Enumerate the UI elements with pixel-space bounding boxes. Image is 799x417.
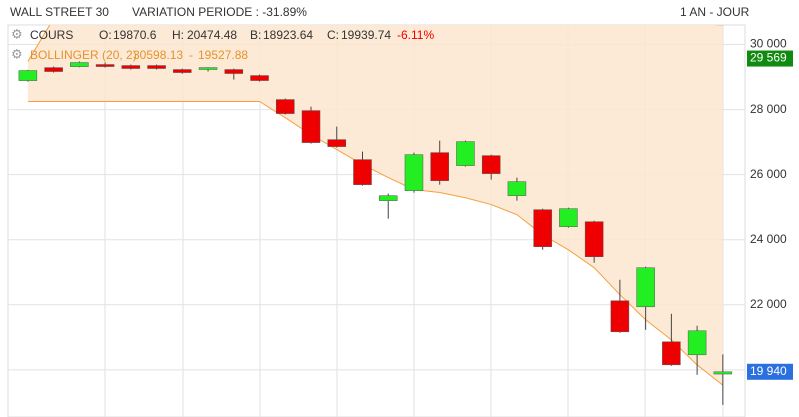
y-tick-label: 28 000 bbox=[750, 102, 787, 116]
candle-body bbox=[18, 70, 38, 81]
band-name: BOLLINGER (20, 2) bbox=[30, 48, 137, 62]
ohlc-value: 20474.48 bbox=[187, 28, 237, 42]
band-lower-line bbox=[27, 100, 724, 386]
candle-body bbox=[70, 62, 89, 67]
price-badge bbox=[747, 363, 793, 380]
price-badge-label: 19 940 bbox=[750, 364, 787, 378]
candle-body bbox=[430, 152, 449, 181]
band-area bbox=[27, 25, 723, 386]
candle-body bbox=[224, 69, 244, 74]
ohlc-value: 19870.6 bbox=[113, 28, 157, 42]
price-badge-label: 29 569 bbox=[750, 51, 787, 65]
candle-body bbox=[44, 67, 63, 72]
candle-body bbox=[636, 267, 655, 308]
subtitle: VARIATION PERIODE : -31.89% bbox=[132, 5, 307, 19]
band-upper: 30598.13 bbox=[133, 48, 183, 62]
band-separator: - bbox=[189, 48, 193, 62]
candle-body bbox=[378, 195, 398, 201]
candle-body bbox=[301, 110, 321, 143]
candle-body bbox=[507, 181, 527, 196]
ohlc-value: 19939.74 bbox=[341, 28, 391, 42]
price-badge bbox=[747, 50, 793, 67]
candles bbox=[18, 61, 733, 405]
legend-name: COURS bbox=[30, 28, 73, 42]
candle-body bbox=[276, 99, 295, 114]
candle-body bbox=[147, 65, 166, 69]
candle-body bbox=[662, 341, 681, 366]
candle-body bbox=[173, 69, 192, 73]
candle-body bbox=[610, 300, 630, 333]
candle-body bbox=[198, 67, 218, 70]
period: 1 AN - JOUR bbox=[680, 5, 750, 19]
gear-icon[interactable]: ⚙ bbox=[11, 46, 23, 61]
candle-body bbox=[533, 209, 552, 247]
candle-body bbox=[250, 75, 269, 81]
ohlc-label: H: bbox=[172, 28, 184, 42]
ohlc-value: 18923.64 bbox=[263, 28, 313, 42]
candle-body bbox=[327, 139, 346, 147]
gear-icon[interactable]: ⚙ bbox=[11, 26, 23, 41]
ohlc-label: C: bbox=[327, 28, 339, 42]
legend: ⚙ COURS O: 19870.6 H: 20474.48 B: 18923.… bbox=[11, 26, 434, 62]
candle-body bbox=[95, 64, 115, 67]
candle-body bbox=[713, 371, 733, 375]
y-tick-label: 22 000 bbox=[750, 297, 787, 311]
y-tick-label: 24 000 bbox=[750, 232, 787, 246]
bollinger-band bbox=[27, 25, 724, 386]
y-tick-label: 26 000 bbox=[750, 167, 787, 181]
chart-title: WALL STREET 30 bbox=[10, 5, 109, 19]
candle-body bbox=[353, 159, 372, 185]
candle-body bbox=[559, 208, 578, 227]
ohlc-label: B: bbox=[250, 28, 261, 42]
band-lower: 19527.88 bbox=[198, 48, 248, 62]
candle-body bbox=[481, 155, 501, 174]
ohlc-label: O: bbox=[99, 28, 112, 42]
y-tick-label: 30 000 bbox=[750, 37, 787, 51]
candle-body bbox=[121, 65, 141, 69]
candle-body bbox=[456, 141, 475, 166]
candle-body bbox=[687, 330, 707, 356]
change: -6.11% bbox=[397, 28, 434, 42]
candle-body bbox=[404, 154, 424, 191]
candle-body bbox=[584, 221, 604, 257]
